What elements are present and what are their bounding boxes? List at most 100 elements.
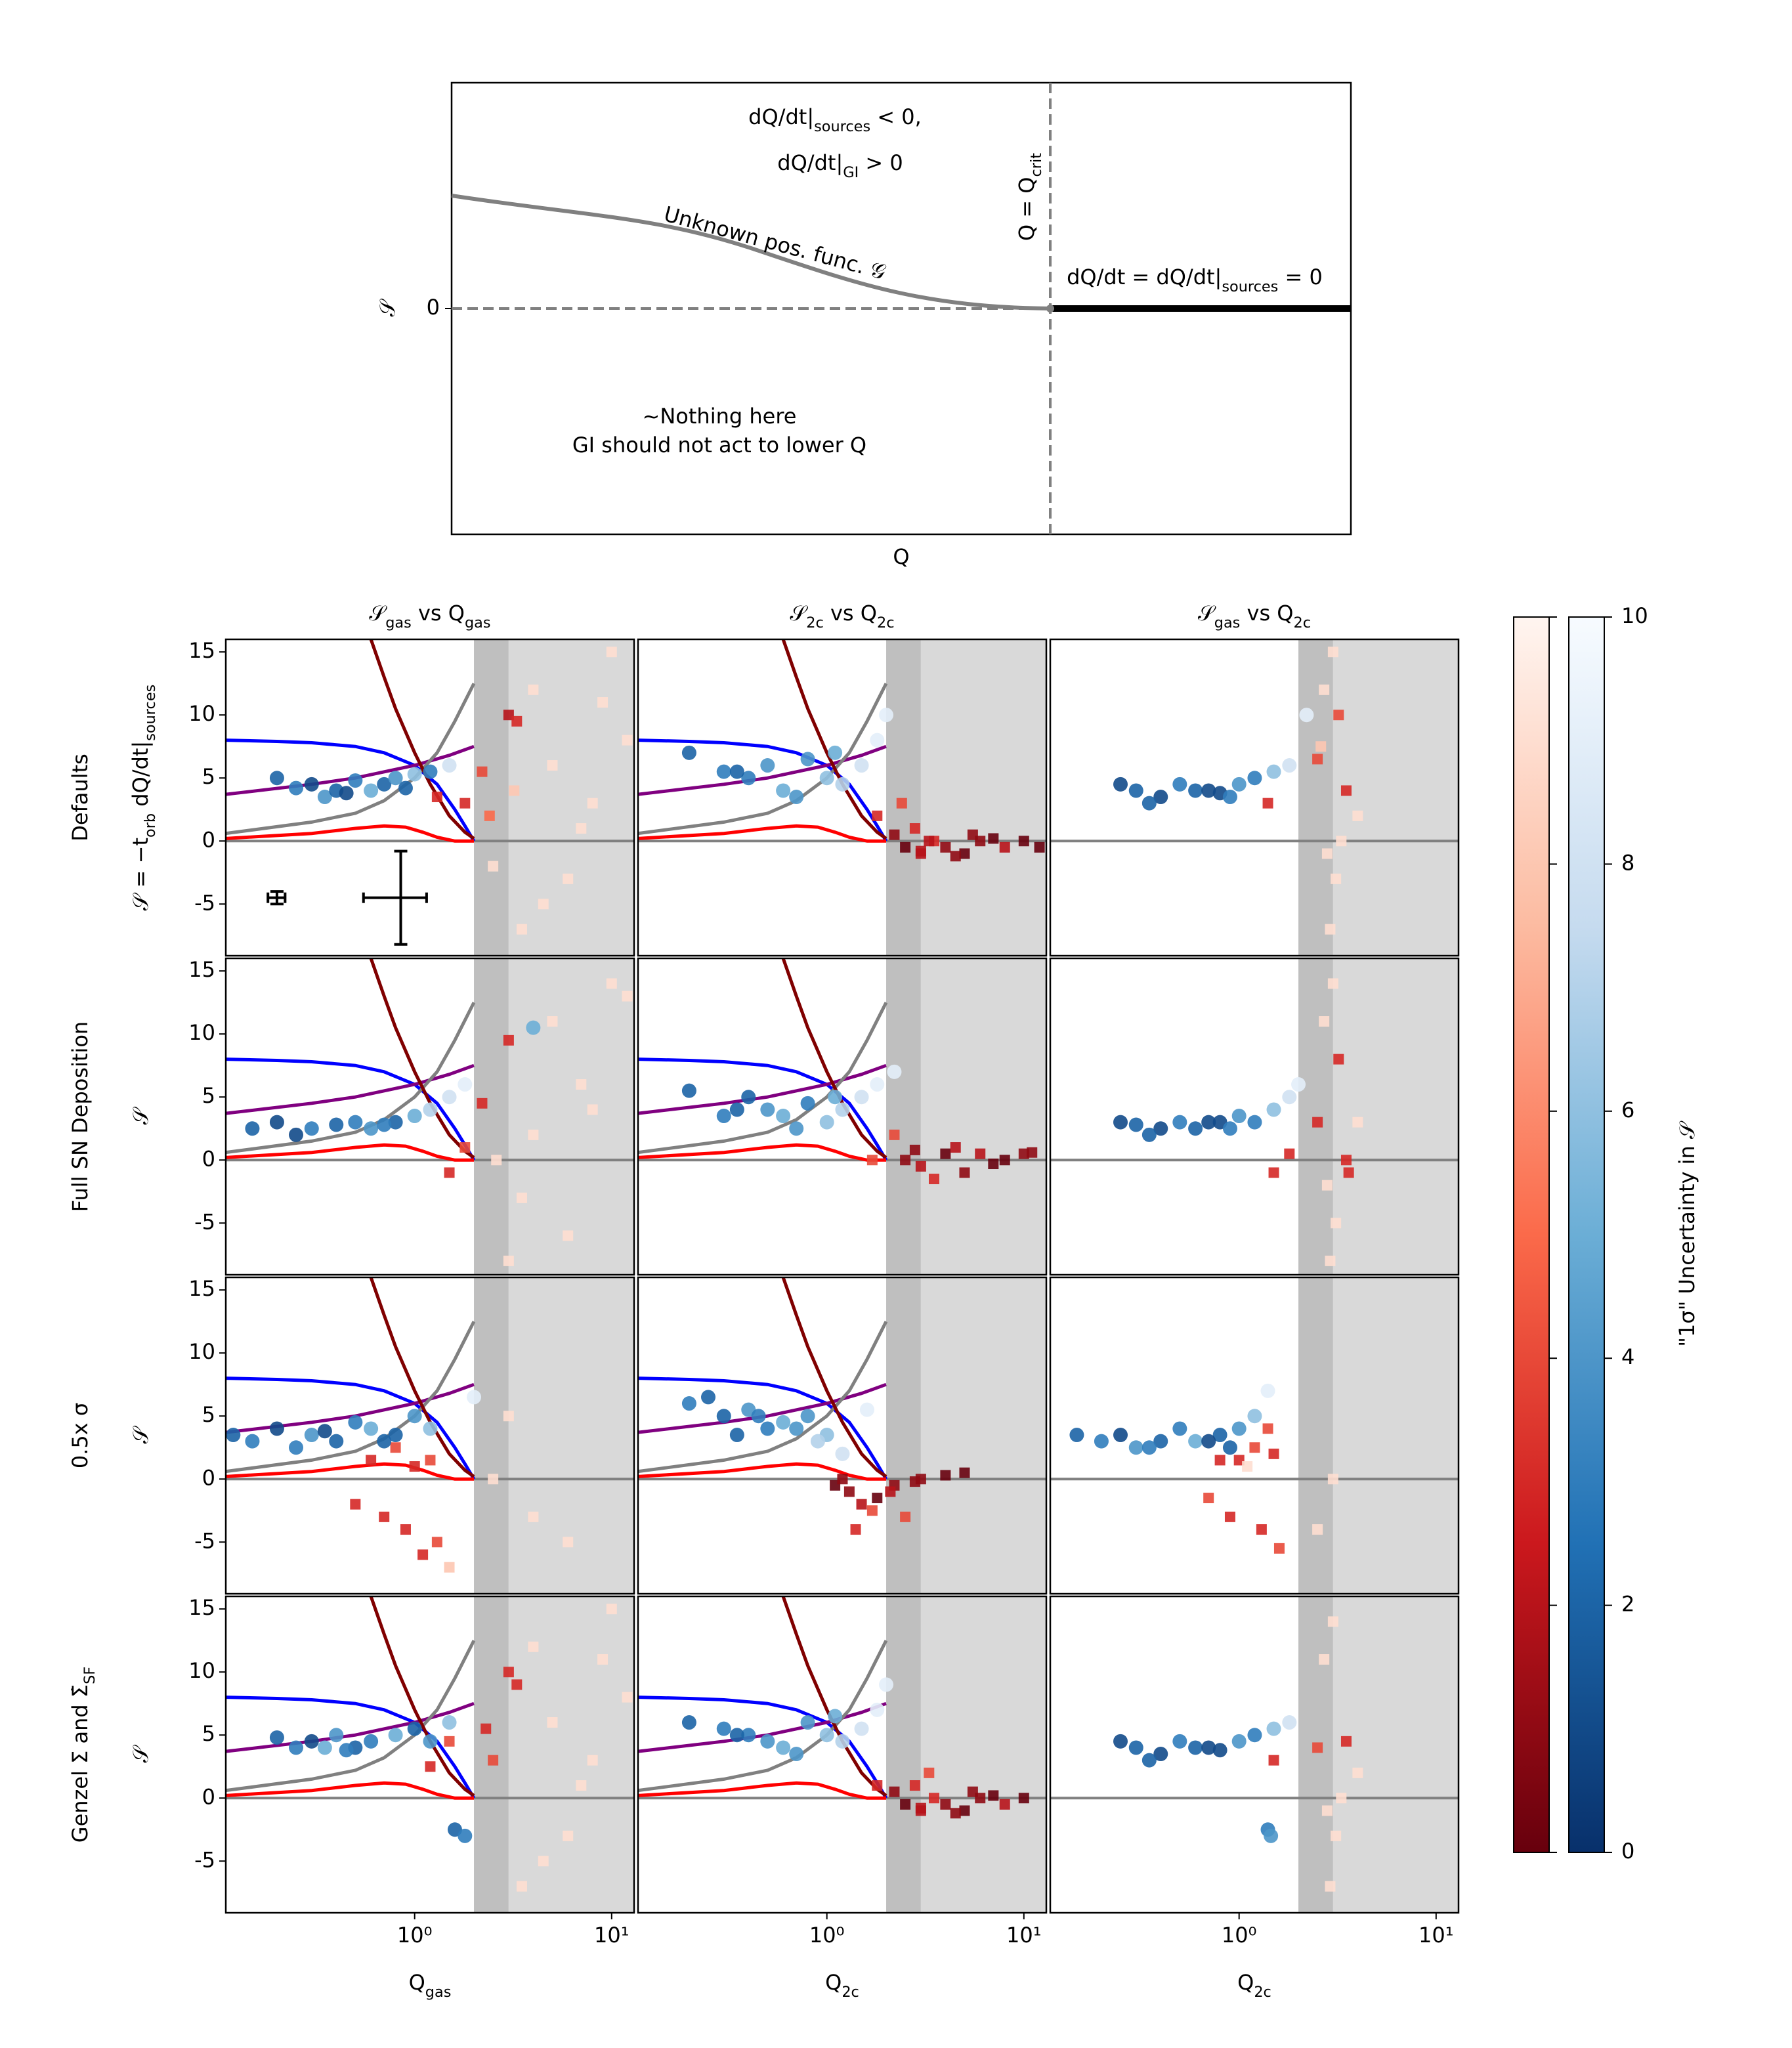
shade-band: [474, 639, 509, 956]
red-square: [1336, 1793, 1347, 1804]
model-curve: [226, 1002, 476, 1155]
red-square: [1321, 1180, 1333, 1191]
red-square: [959, 1167, 970, 1178]
model-curve: [638, 824, 886, 843]
qcrit-label-part: crit: [1028, 153, 1045, 177]
shade-region: [920, 1277, 1046, 1594]
red-square: [1352, 810, 1363, 821]
blue-circle: [317, 1424, 332, 1439]
blue-circle: [289, 1740, 304, 1755]
red-square: [400, 1524, 411, 1535]
x-axis-label-part: Q: [409, 1970, 425, 1995]
y-axis-label-part: orb: [142, 813, 159, 838]
model-curve: [638, 1696, 888, 1799]
annotation-part: Unknown pos. func. 𝒢: [661, 202, 888, 285]
red-square: [503, 1411, 514, 1422]
blue-circle: [859, 1402, 874, 1417]
y-tick-label: 5: [202, 764, 215, 789]
red-square: [950, 1142, 961, 1153]
panel-frame: [224, 638, 635, 957]
column-title-part: 2c: [877, 614, 895, 631]
panel: [226, 1596, 634, 1913]
red-square: [477, 766, 488, 777]
shade-region: [920, 958, 1046, 1275]
red-square: [1331, 873, 1342, 884]
blue-circle: [1141, 1127, 1157, 1142]
annotation-part: dQ/dt = dQ/dt|: [1067, 265, 1222, 289]
x-axis-label-part: 2c: [1254, 1984, 1271, 2001]
red-square: [528, 684, 539, 695]
annotation: dQ/dt|sources < 0,: [748, 104, 922, 135]
y-axis-label: 𝒮: [128, 1425, 153, 1443]
model-curve: [369, 639, 475, 840]
blue-circle: [828, 745, 843, 760]
blue-circle: [741, 1090, 756, 1105]
shade-region: [1333, 958, 1459, 1275]
red-square: [924, 1767, 935, 1778]
blue-circle: [526, 1020, 541, 1035]
column-title-part: 2c: [1293, 614, 1311, 631]
red-square: [889, 829, 900, 840]
model-curve: [638, 1701, 887, 1753]
annotation-part: = 0: [1278, 265, 1323, 289]
blue-circle: [729, 764, 744, 779]
blue-circle: [800, 1715, 815, 1730]
model-curve: [638, 1063, 887, 1115]
red-square: [444, 1562, 455, 1573]
y-tick-label: 15: [188, 957, 215, 982]
blue-circle: [681, 745, 696, 760]
red-square: [1034, 842, 1045, 853]
red-square: [1018, 1148, 1029, 1159]
red-square: [1319, 1016, 1330, 1027]
panel: [638, 639, 1046, 956]
blue-circle: [388, 1428, 403, 1443]
annotation: ~Nothing here: [643, 404, 797, 429]
red-square: [1224, 1511, 1235, 1522]
blue-circle: [729, 1102, 744, 1117]
blue-circle: [329, 1117, 344, 1132]
model-curve: [781, 1277, 887, 1478]
red-square: [866, 1505, 878, 1516]
red-square: [1331, 1830, 1342, 1841]
model-curve: [638, 1382, 887, 1434]
model-curve: [369, 1277, 475, 1478]
red-square: [538, 1856, 549, 1867]
red-square: [988, 1790, 999, 1801]
column-title-part: gas: [1214, 614, 1241, 631]
red-square: [366, 1455, 377, 1466]
blue-circle: [1201, 783, 1216, 798]
red-square: [915, 1161, 926, 1172]
model-curve: [638, 1462, 886, 1481]
annotation-part: sources: [1222, 278, 1278, 295]
blue-circle: [304, 1428, 319, 1443]
red-square: [563, 1230, 574, 1241]
red-square: [872, 1493, 883, 1504]
panel-frame: [1049, 638, 1460, 957]
x-tick-label: 10¹: [1419, 1923, 1454, 1948]
blue-circle: [1260, 1383, 1275, 1398]
blue-circle: [339, 1743, 354, 1758]
blue-circle: [1266, 1102, 1281, 1117]
blue-circle: [317, 1740, 332, 1755]
red-square: [950, 851, 961, 862]
panel: [1050, 639, 1459, 956]
red-square: [940, 842, 951, 853]
blue-circle: [800, 1096, 815, 1111]
red-square: [909, 1476, 920, 1487]
red-square: [915, 845, 926, 857]
model-curve: [638, 1376, 888, 1480]
red-square: [1352, 1767, 1363, 1778]
red-square: [417, 1549, 429, 1560]
blue-circle: [1231, 1734, 1247, 1749]
model-curve: [226, 1781, 474, 1800]
blue-circle: [760, 1421, 775, 1436]
red-square: [1327, 978, 1338, 989]
red-square: [928, 1174, 939, 1185]
y-tick-label: -5: [194, 890, 215, 915]
blue-circle: [835, 777, 850, 792]
blue-circle: [398, 780, 413, 796]
shade-band: [886, 1596, 921, 1913]
red-square: [896, 798, 907, 809]
blue-circle: [423, 764, 438, 779]
